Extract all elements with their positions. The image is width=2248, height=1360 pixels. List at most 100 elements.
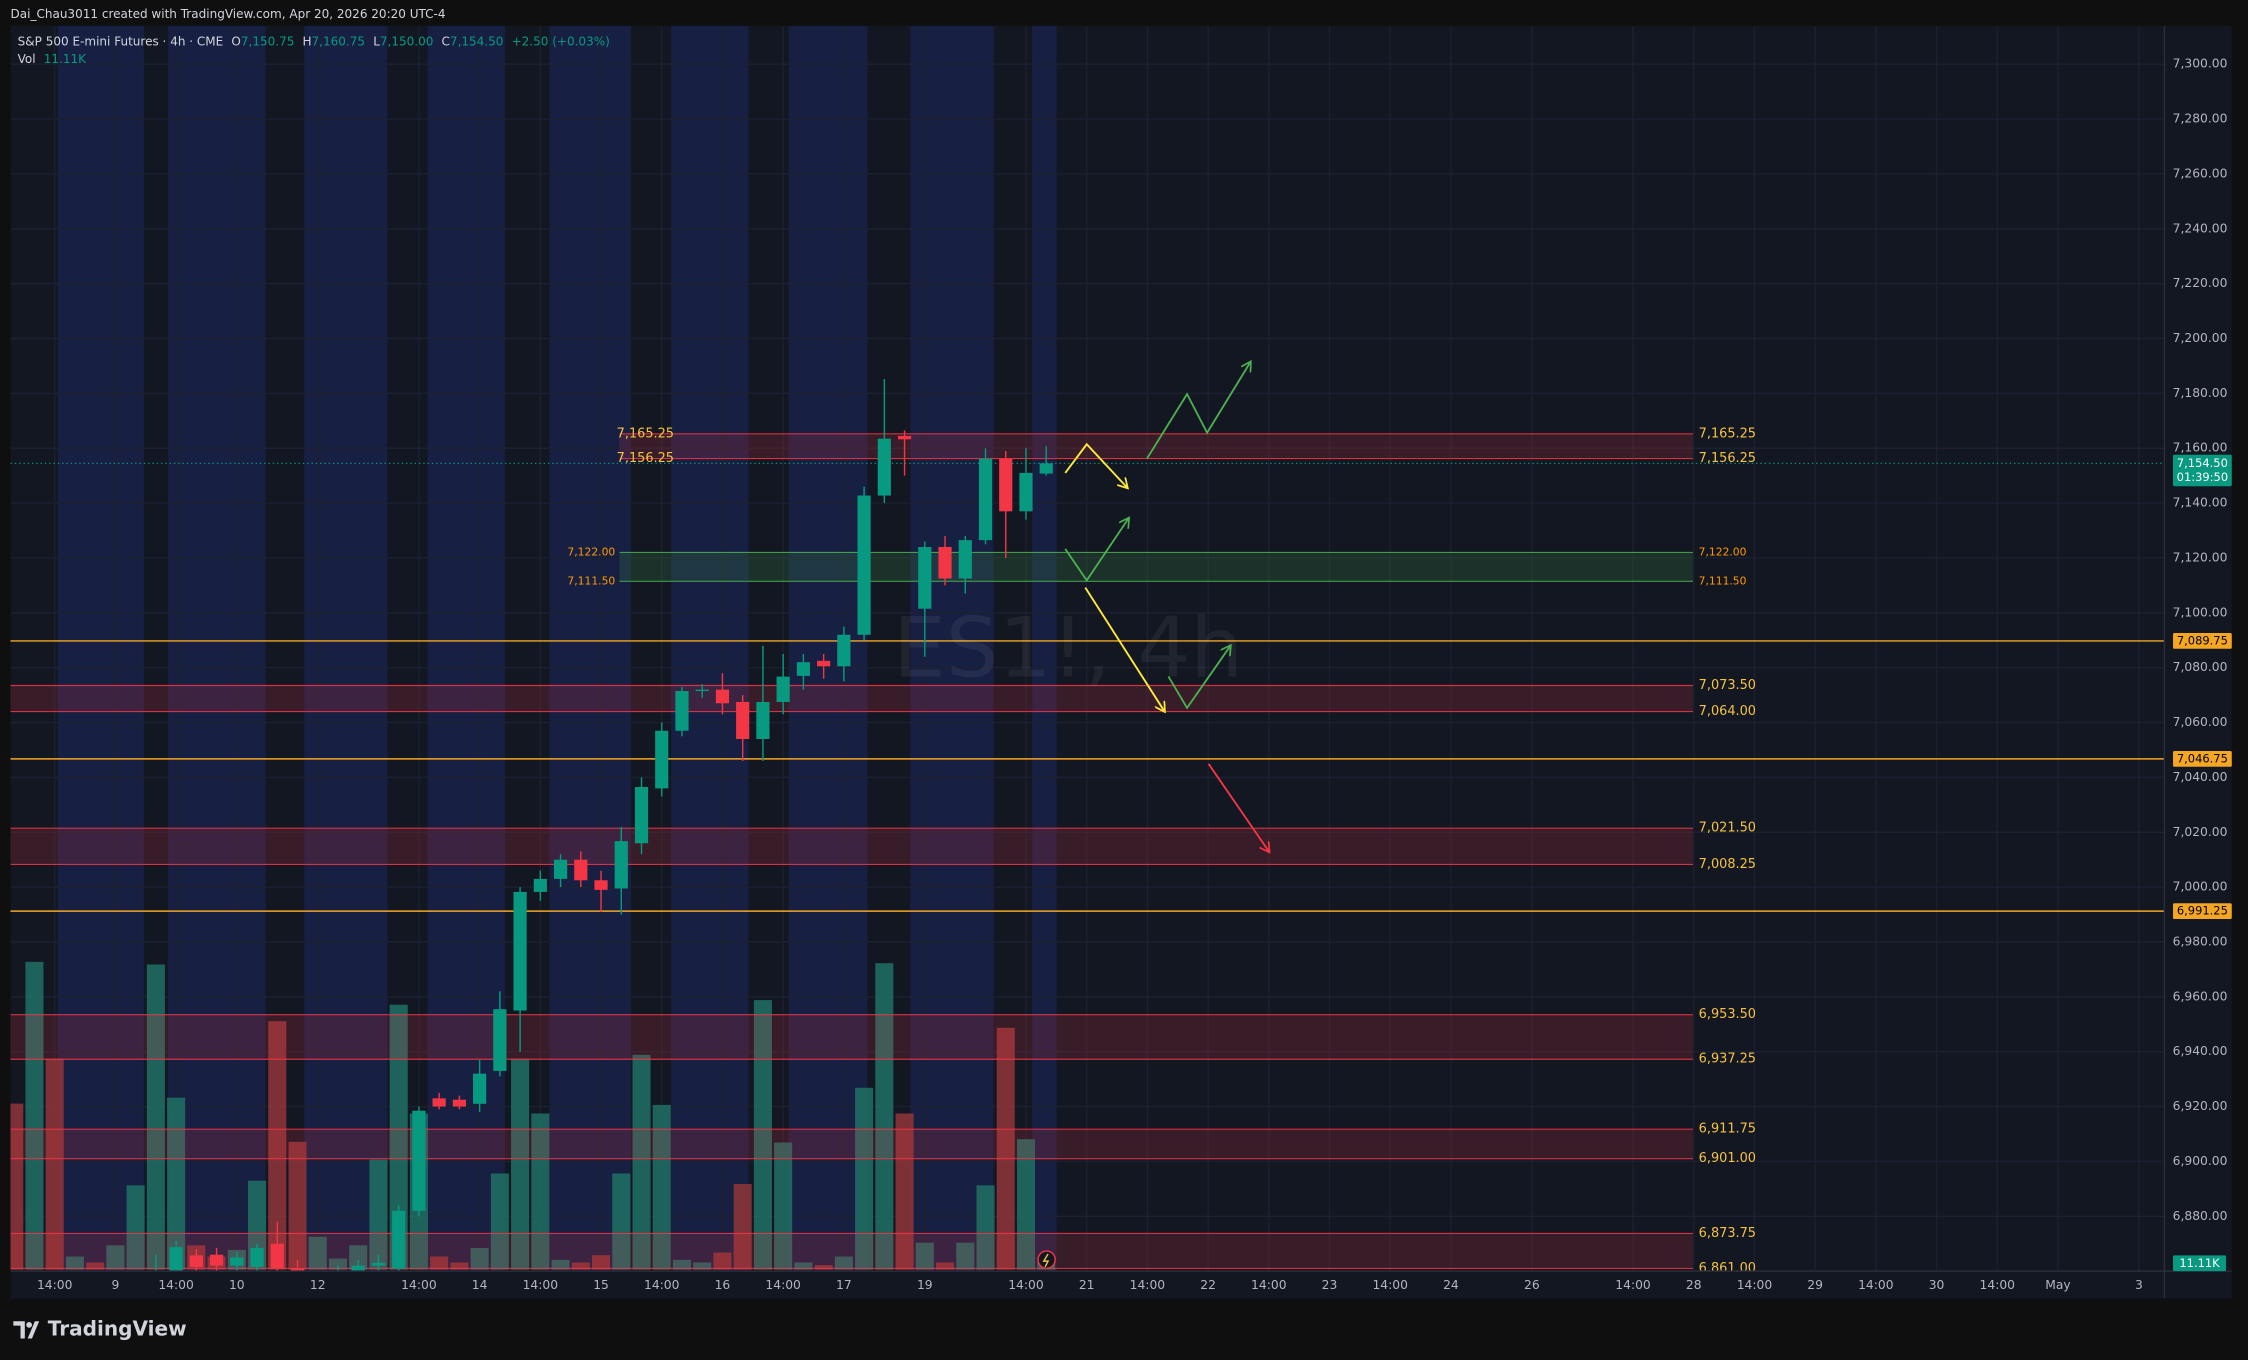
x-tick-label: 26	[1524, 1278, 1540, 1292]
volume-bar	[25, 961, 44, 1270]
zone-label: 7,122.00	[1699, 545, 1747, 558]
x-tick-label: 14:00	[158, 1278, 194, 1292]
zone-label: 7,111.50	[1699, 574, 1747, 587]
zone-label: 7,165.25	[617, 426, 674, 441]
ohlc-value: 7,160.75	[312, 34, 366, 48]
volume-bar	[167, 1097, 186, 1270]
volume-bar	[531, 1113, 550, 1270]
x-tick-label: 12	[310, 1278, 326, 1292]
event-icon[interactable]	[1037, 1250, 1056, 1269]
candle-body	[695, 689, 709, 692]
y-tick-label: 7,260.00	[2173, 166, 2228, 180]
zone-label: 6,937.25	[1699, 1052, 1756, 1067]
volume-bar	[915, 1242, 934, 1270]
x-tick-label: 14:00	[1372, 1278, 1408, 1292]
candle-body	[978, 458, 993, 541]
arrow	[1064, 519, 1128, 583]
volume-bar	[490, 1173, 509, 1270]
x-tick-label: 21	[1079, 1278, 1095, 1292]
volume-bar	[753, 1000, 772, 1270]
ohlc-value: 7,150.00	[380, 34, 434, 48]
volume-bar	[632, 1054, 651, 1270]
change: +2.50 (+0.03%)	[512, 34, 610, 48]
arrow	[1146, 363, 1250, 460]
x-tick-label: 14:00	[1980, 1278, 2016, 1292]
x-tick-label: 30	[1929, 1278, 1945, 1292]
candle-body	[817, 660, 831, 667]
candle-body	[837, 634, 851, 667]
zone-label: 7,111.50	[567, 574, 615, 587]
arrow	[1084, 587, 1164, 711]
candle-body	[999, 458, 1013, 512]
x-tick-label: 3	[2135, 1278, 2143, 1292]
arrow	[1064, 442, 1127, 487]
volume-bar	[86, 1262, 105, 1270]
candle-body	[614, 841, 628, 889]
drawings	[1037, 363, 1269, 1269]
candle-body	[392, 1210, 406, 1269]
candle-body	[250, 1247, 264, 1268]
zone	[10, 828, 1693, 865]
volume-bar	[268, 1021, 287, 1270]
x-tick-label: 16	[715, 1278, 731, 1292]
candle-body	[351, 1265, 365, 1272]
volume-bar	[996, 1027, 1015, 1270]
zone	[10, 685, 1693, 712]
legend: S&P 500 E-mini Futures · 4h · CME O7,150…	[18, 34, 610, 48]
volume-bar	[936, 1262, 955, 1270]
volume-bar	[895, 1113, 914, 1270]
candle-body	[958, 540, 972, 579]
volume-bar	[248, 1180, 267, 1270]
zone-label: 7,008.25	[1699, 857, 1756, 872]
candle-body	[574, 859, 588, 881]
plot-area: 7,165.25 7,165.25 7,156.25 7,156.25 7,122.00…	[10, 378, 2165, 1272]
x-tick-label: 28	[1686, 1278, 1702, 1292]
y-tick-label: 7,040.00	[2173, 770, 2228, 784]
x-tick-label: May	[2045, 1278, 2070, 1292]
volume-bar	[855, 1087, 874, 1270]
volume-bar	[430, 1256, 449, 1270]
brand: TradingView	[13, 1316, 187, 1340]
candle-body	[655, 730, 669, 789]
x-tick-label: 14:00	[37, 1278, 73, 1292]
candle-body	[533, 878, 547, 892]
volume-bar	[288, 1141, 307, 1270]
countdown: 01:39:50	[2177, 470, 2228, 484]
candle-body	[594, 880, 608, 890]
volume-bar	[389, 1004, 408, 1270]
x-tick-label: 14:00	[1615, 1278, 1651, 1292]
candle-body	[553, 859, 568, 879]
candle-body	[452, 1099, 466, 1107]
candle-body	[918, 546, 932, 609]
candle-body	[857, 495, 871, 635]
zone-label: 7,156.25	[617, 451, 674, 466]
zone	[619, 433, 1693, 459]
volume-value: 11.11K	[44, 51, 87, 65]
volume-bar	[308, 1236, 327, 1270]
volume-bar	[65, 1256, 84, 1270]
candle-body	[493, 1009, 507, 1071]
last-price-badge	[2173, 454, 2232, 487]
symbol: S&P 500 E-mini Futures · 4h · CME	[18, 34, 224, 48]
arrow	[1207, 763, 1269, 851]
y-tick-label: 7,200.00	[2173, 331, 2228, 345]
zone-label: 7,064.00	[1699, 704, 1756, 719]
volume-bar	[592, 1255, 611, 1270]
zone-label: 7,156.25	[1699, 451, 1756, 466]
ohlc-value: 7,154.50	[450, 34, 504, 48]
candle-body	[371, 1262, 386, 1266]
volume-bar	[794, 1262, 813, 1270]
y-tick-label: 6,960.00	[2173, 989, 2228, 1003]
x-tick-label: 17	[836, 1278, 852, 1292]
volume-bar	[693, 1262, 712, 1270]
price-badge	[2173, 750, 2232, 767]
x-tick-label: 24	[1443, 1278, 1459, 1292]
candle-body	[634, 786, 649, 844]
zone-label: 7,073.50	[1699, 678, 1756, 693]
y-tick-label: 7,020.00	[2173, 825, 2228, 839]
volume-bar	[328, 1258, 348, 1270]
price-badge-label: 6,991.25	[2177, 904, 2228, 918]
volume-bar	[814, 1265, 833, 1270]
x-tick-label: 14	[472, 1278, 488, 1292]
